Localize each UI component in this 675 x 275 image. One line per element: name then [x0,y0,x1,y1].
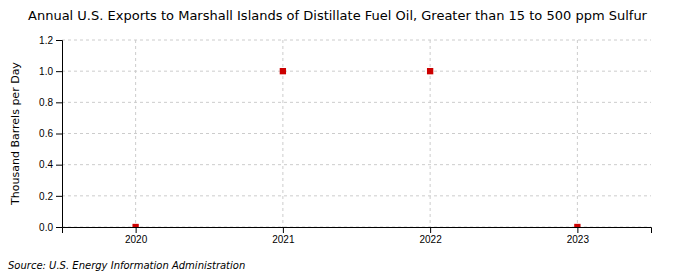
x-tick-mark [283,227,284,233]
point [132,224,138,227]
grid-line-y [62,40,651,41]
y-tick-label: 1.2 [39,35,53,46]
grid-line-y [62,164,651,165]
chart: 2020 2021 2022 2023 0.0 0.2 0.4 0.6 0.8 1.0 1.2 Tho… [0,0,675,275]
y-axis: 0.0 0.2 0.4 0.6 0.8 1.0 1.2 [39,35,62,233]
x-tick-mark [430,227,431,233]
x-tick: 2023 [567,227,590,245]
y-tick-label: 0.8 [39,97,53,108]
x-tick-mark [577,227,578,233]
grid-line-y [62,102,651,103]
x-tick: 2021 [272,227,295,245]
y-tick: 0.8 [39,97,62,108]
y-tick-label: 0.4 [39,159,53,170]
y-tick-mark [56,165,62,166]
x-tick-label: 2020 [125,234,148,245]
y-axis-title: Thousand Barrels per Day [9,62,22,206]
y-tick-mark [56,196,62,197]
y-tick-mark [56,71,62,72]
y-tick-label: 1.0 [39,66,53,77]
source: Source: U.S. Energy Information Administ… [8,260,245,271]
x-axis-line [63,228,652,234]
y-tick: 1.2 [39,35,62,46]
y-tick: 0.4 [39,159,62,170]
y-tick: 1.0 [39,66,62,77]
x-tick-mark [136,227,137,233]
point [574,224,580,227]
grid-line-x [135,40,136,227]
y-tick-label: 0.6 [39,128,53,139]
x-tick-label: 2021 [272,234,295,245]
grid-line-y [62,133,651,134]
y-tick-mark [56,227,62,228]
x-tick: 2022 [420,227,443,245]
x-tick: 2020 [125,227,148,245]
y-tick-mark [56,102,62,103]
y-tick: 0.2 [39,191,62,202]
y-tick-mark [56,134,62,135]
grid-line-y [62,195,651,196]
grid [62,40,651,227]
y-tick-label: 0.0 [39,222,53,233]
y-axis-line [56,41,63,228]
x-tick-label: 2022 [420,234,443,245]
y-tick: 0.0 [39,222,62,233]
point [280,68,286,74]
x-axis: 2020 2021 2022 2023 [63,227,652,245]
x-tick-label: 2023 [567,234,590,245]
grid-line-x [577,40,578,227]
y-tick: 0.6 [39,128,62,139]
y-tick-label: 0.2 [39,191,53,202]
point [427,68,433,74]
title: Annual U.S. Exports to Marshall Islands … [28,8,648,23]
plot: 2020 2021 2022 2023 0.0 0.2 0.4 0.6 0.8 1.0 1.2 [39,35,651,245]
grid-line-y [62,71,651,72]
marks [132,68,580,227]
y-tick-mark [56,40,62,41]
